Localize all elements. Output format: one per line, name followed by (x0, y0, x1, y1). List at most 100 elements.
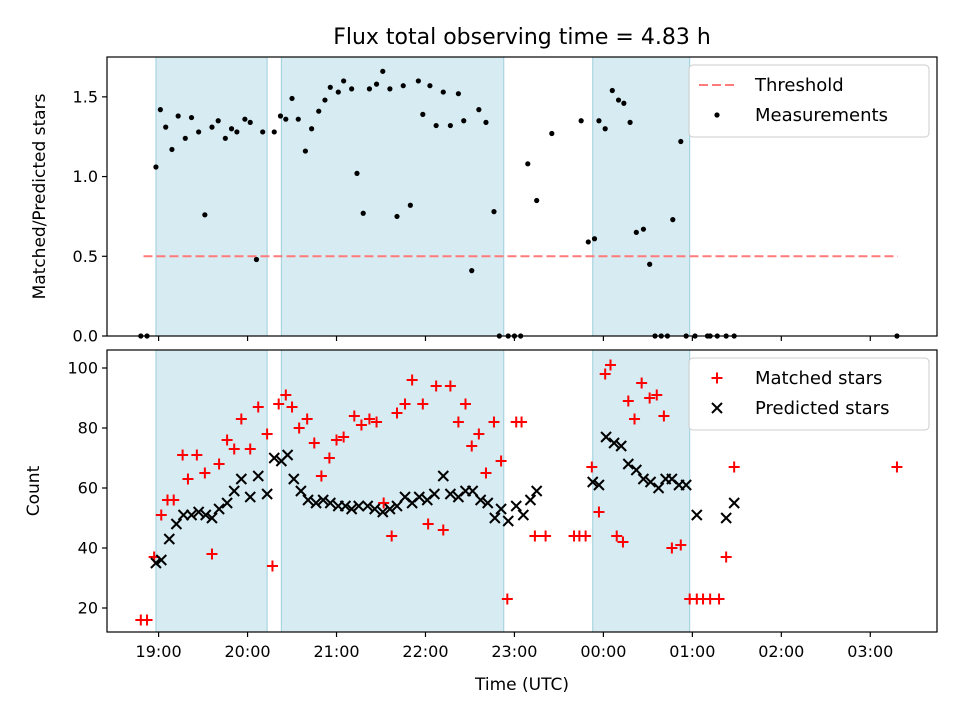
measurement-point (578, 118, 584, 124)
measurement-point (247, 119, 253, 125)
matched-star-point (629, 413, 641, 425)
measurement-point (215, 118, 221, 124)
measurement-point (427, 83, 433, 89)
predicted-star-point (428, 488, 441, 500)
y-axis-label: Count (24, 465, 44, 516)
predicted-star-point (652, 482, 665, 494)
measurement-point (609, 87, 615, 94)
matched-star-point (406, 374, 418, 386)
matched-star-point (452, 416, 464, 428)
matched-star-point (286, 401, 298, 413)
matched-star-point (213, 458, 225, 470)
matched-star-point (273, 398, 285, 410)
matched-star-point (580, 530, 592, 542)
predicted-star-point (235, 473, 248, 485)
measurement-point (354, 170, 360, 176)
measurement-point (349, 86, 355, 92)
matched-star-point (437, 524, 449, 536)
axes-frame (106, 349, 938, 633)
matched-star-point (221, 434, 233, 446)
observing-span-0 (155, 56, 268, 337)
predicted-star-point (644, 476, 657, 488)
matched-star-point (444, 380, 456, 392)
predicted-star-point (608, 437, 620, 449)
matched-star-point (261, 428, 273, 440)
measurement-point (222, 135, 228, 141)
measurement-point (596, 118, 602, 124)
predicted-star-point (691, 509, 703, 521)
predicted-star-point (384, 503, 396, 515)
measurement-point (260, 129, 266, 135)
matched-star-point (378, 497, 390, 509)
measurement-point (341, 78, 347, 84)
measurement-point (407, 202, 413, 208)
observing-span-2 (592, 56, 691, 337)
measurement-point (335, 89, 341, 95)
matched-star-point (501, 593, 513, 605)
predicted-star-point (163, 533, 175, 545)
measurement-point (289, 95, 295, 102)
measurement-point (253, 256, 260, 263)
predicted-star-point (510, 500, 522, 512)
legend: Matched stars Predicted stars (688, 357, 930, 431)
observing-span-1 (280, 56, 505, 337)
x-tick-label: 21:00 (313, 642, 359, 661)
measurement-point (440, 89, 446, 95)
measurement-point (400, 83, 406, 89)
predicted-star-point (170, 518, 183, 530)
measurement-point (447, 122, 453, 129)
measurement-point (678, 138, 684, 145)
y-tick-label: 40 (78, 539, 98, 558)
matched-star-point (466, 440, 478, 452)
matched-star-point (235, 413, 247, 425)
predicted-star-point (244, 491, 256, 503)
x-tick-label: 00:00 (580, 642, 626, 661)
observing-span-2 (592, 349, 691, 633)
measurement-point (433, 122, 439, 129)
measurement-point (175, 113, 181, 119)
predicted-star-point (200, 509, 212, 521)
predicted-star-point (444, 488, 457, 500)
matched-star-point (182, 473, 194, 485)
x-tick-label: 20:00 (225, 642, 271, 661)
measurement-point (534, 197, 540, 204)
matched-star-point (586, 461, 598, 473)
matched-star-point (323, 452, 335, 464)
measurement-point (647, 261, 653, 267)
legend-predicted-stars-marker (711, 402, 723, 414)
series-matched-stars (135, 359, 903, 626)
measurement-point (461, 118, 467, 124)
predicted-star-point (324, 497, 336, 509)
predicted-star-point (206, 512, 218, 524)
predicted-star-point (489, 512, 501, 524)
measurement-point (602, 126, 608, 132)
predicted-star-point (268, 452, 280, 464)
predicted-star-point (637, 473, 650, 485)
predicted-star-point (369, 503, 381, 515)
predicted-star-point (228, 485, 240, 497)
matched-star-point (331, 434, 343, 446)
x-axis-label: Time (UTC) (474, 675, 569, 695)
matched-star-point (728, 461, 740, 473)
y-tick-label: 100 (67, 359, 98, 378)
predicted-star-point (630, 464, 643, 476)
predicted-star-point (680, 479, 692, 491)
measurement-point (549, 130, 555, 137)
predicted-star-point (474, 494, 487, 506)
count-panel: 20 40 60 80 100 19:00 20:00 21:00 22:00 23:00 00:0… (24, 349, 938, 661)
measurement-point (483, 119, 489, 125)
matched-star-point (460, 398, 472, 410)
predicted-star-point (524, 494, 537, 506)
measurement-point (169, 146, 175, 153)
measurement-point (209, 124, 215, 130)
matched-star-point (168, 494, 180, 506)
predicted-star-point (622, 458, 635, 470)
measurement-point (295, 116, 301, 122)
legend-threshold-label: Threshold (754, 75, 844, 96)
predicted-star-point (728, 497, 740, 509)
measurement-point (283, 116, 289, 122)
measurement-point (234, 129, 240, 135)
predicted-star-point (615, 440, 627, 452)
predicted-star-point (720, 512, 732, 524)
legend-predicted-stars-label: Predicted stars (755, 398, 889, 419)
